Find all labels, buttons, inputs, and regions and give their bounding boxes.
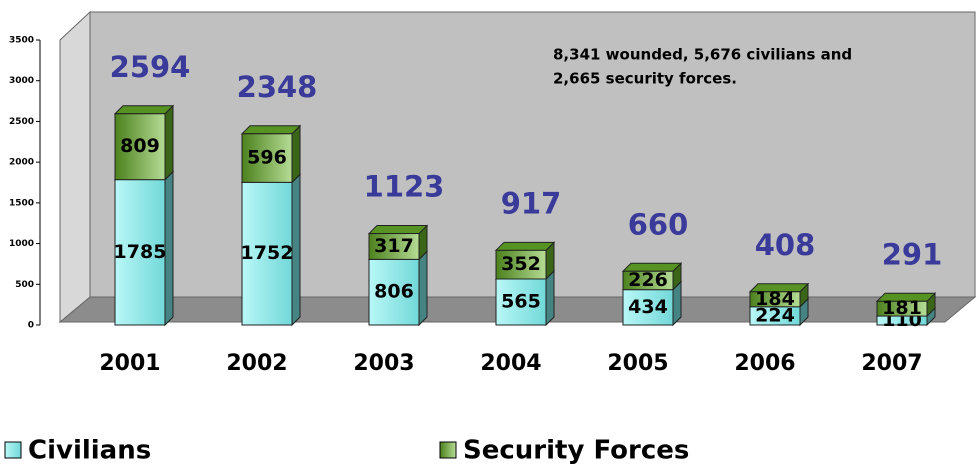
bar <box>749 291 801 308</box>
y-tick-label: 1500 <box>9 198 34 208</box>
value-label: 434 <box>628 296 668 318</box>
y-tick-label: 3000 <box>9 76 34 86</box>
bar-side <box>418 250 428 327</box>
total-label: 917 <box>501 186 562 220</box>
x-tick-label: 2002 <box>226 351 287 376</box>
value-label: 596 <box>247 147 287 169</box>
bar <box>241 133 293 183</box>
annotation: 2,665 security forces. <box>553 70 737 88</box>
legend-swatch <box>4 441 22 459</box>
value-label: 317 <box>374 235 414 257</box>
bar-top <box>494 241 556 251</box>
legend-label: Civilians <box>28 436 151 466</box>
value-label: 181 <box>882 297 922 319</box>
x-tick-label: 2007 <box>861 351 922 376</box>
value-label: 565 <box>501 290 541 312</box>
bar <box>876 300 928 317</box>
x-tick-label: 2006 <box>734 351 795 376</box>
bar-top <box>367 225 429 235</box>
y-tick-label: 0 <box>28 321 34 331</box>
annotation: 8,341 wounded, 5,676 civilians and <box>553 46 852 64</box>
value-label: 226 <box>628 269 668 291</box>
y-tick-label: 3500 <box>9 36 34 46</box>
value-label: 352 <box>501 253 541 275</box>
y-tick-label: 2500 <box>9 117 34 127</box>
value-label: 1785 <box>114 241 167 263</box>
bar-top <box>113 105 175 115</box>
side-wall <box>59 10 91 324</box>
total-label: 291 <box>882 237 943 271</box>
total-label: 660 <box>628 207 689 241</box>
legend-label: Security Forces <box>463 436 689 466</box>
bar-side <box>164 104 174 181</box>
total-label: 408 <box>755 228 816 262</box>
bar <box>114 179 166 326</box>
x-tick-label: 2003 <box>353 351 414 376</box>
bar <box>495 278 547 326</box>
x-tick-label: 2001 <box>99 351 160 376</box>
bar <box>495 249 547 280</box>
value-label: 224 <box>755 304 795 326</box>
total-label: 1123 <box>364 170 445 204</box>
y-tick-label: 500 <box>15 280 34 290</box>
bar <box>368 233 420 260</box>
bar-side <box>291 124 301 184</box>
x-tick-label: 2004 <box>480 351 541 376</box>
bar <box>114 113 166 181</box>
total-label: 2594 <box>110 50 191 84</box>
legend-swatch <box>439 441 457 459</box>
bar <box>622 289 674 326</box>
bar <box>622 270 674 291</box>
bar-side <box>545 269 555 327</box>
value-label: 806 <box>374 281 414 303</box>
bar-top <box>240 125 302 135</box>
value-label: 1752 <box>241 242 294 264</box>
bar <box>241 181 293 326</box>
value-label: 809 <box>120 135 160 157</box>
y-tick-label: 1000 <box>9 239 34 249</box>
value-label: 184 <box>755 288 795 310</box>
x-tick-label: 2005 <box>607 351 668 376</box>
total-label: 2348 <box>237 70 318 104</box>
bar <box>368 258 420 326</box>
y-tick-label: 2000 <box>9 158 34 168</box>
